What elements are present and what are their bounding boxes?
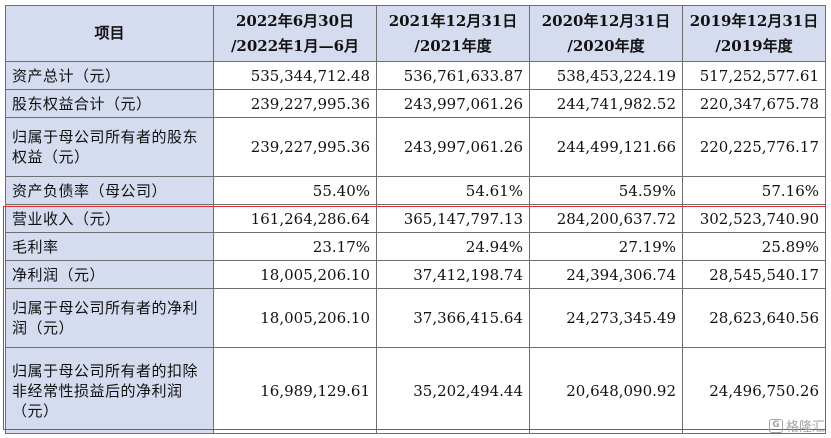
table-row-parent-net-profit: 归属于母公司所有者的净利润（元） 18,005,206.10 37,366,41… — [5, 288, 826, 348]
cell-value: 18,005,206.10 — [213, 288, 377, 348]
cell-value: 23.17% — [213, 232, 377, 261]
cell-value: 220,347,675.78 — [682, 89, 826, 118]
cell-value: 239,227,995.36 — [213, 117, 377, 177]
table-row-total-assets: 资产总计（元） 535,344,712.48 536,761,633.87 53… — [5, 61, 826, 90]
cell-value: 220,225,776.17 — [682, 117, 826, 177]
cell-value: 37,366,415.64 — [376, 288, 530, 348]
cell-value: 536,761,633.87 — [376, 61, 530, 90]
cell-value: 16,989,129.61 — [213, 347, 377, 434]
cell-value: 243,997,061.26 — [376, 117, 530, 177]
cell-value: 18,005,206.10 — [213, 260, 377, 289]
header-2020: 2020年12月31日 /2020年度 — [529, 5, 683, 62]
cell-value: 35,202,494.44 — [376, 347, 530, 434]
table-row-total-equity: 股东权益合计（元） 239,227,995.36 243,997,061.26 … — [5, 89, 826, 118]
cell-value: 27.19% — [529, 232, 683, 261]
cell-value: 517,252,577.61 — [682, 61, 826, 90]
cell-value: 243,997,061.26 — [376, 89, 530, 118]
row-label: 归属于母公司所有者的股东权益（元） — [5, 117, 214, 177]
table-row-net-profit: 净利润（元） 18,005,206.10 37,412,198.74 24,39… — [5, 260, 826, 289]
row-label: 营业收入（元） — [5, 204, 214, 233]
table-row-adjusted-net-profit: 归属于母公司所有者的扣除非经常性损益后的净利润（元） 16,989,129.61… — [5, 347, 826, 434]
header-2022h1: 2022年6月30日 /2022年1月—6月 — [213, 5, 377, 62]
watermark: G 格隆汇 — [768, 416, 825, 435]
cell-value: 54.59% — [529, 176, 683, 205]
cell-value: 25.89% — [682, 232, 826, 261]
cell-value: 28,623,640.56 — [682, 288, 826, 348]
cell-value: 535,344,712.48 — [213, 61, 377, 90]
header-2019: 2019年12月31日 /2019年度 — [682, 5, 826, 62]
cell-value: 244,741,982.52 — [529, 89, 683, 118]
row-label: 毛利率 — [5, 232, 214, 261]
cell-value: 538,453,224.19 — [529, 61, 683, 90]
cell-value: 24,273,345.49 — [529, 288, 683, 348]
table-header-row: 项目 2022年6月30日 /2022年1月—6月 2021年12月31日 /2… — [5, 5, 826, 62]
cell-value: 28,545,540.17 — [682, 260, 826, 289]
cell-value: 24,496,750.26 — [682, 347, 826, 434]
cell-value: 24.94% — [376, 232, 530, 261]
cell-value: 55.40% — [213, 176, 377, 205]
cell-value: 57.16% — [682, 176, 826, 205]
cell-value: 302,523,740.90 — [682, 204, 826, 233]
gelonghui-logo-icon: G — [768, 418, 783, 433]
watermark-text: 格隆汇 — [785, 420, 825, 435]
table-row-gross-margin: 毛利率 23.17% 24.94% 27.19% 25.89% — [5, 232, 826, 261]
row-label: 资产负债率（母公司） — [5, 176, 214, 205]
table-row-revenue: 营业收入（元） 161,264,286.64 365,147,797.13 28… — [5, 204, 826, 233]
cell-value: 284,200,637.72 — [529, 204, 683, 233]
cell-value: 20,648,090.92 — [529, 347, 683, 434]
table-row-parent-equity: 归属于母公司所有者的股东权益（元） 239,227,995.36 243,997… — [5, 117, 826, 177]
cell-value: 24,394,306.74 — [529, 260, 683, 289]
header-2021: 2021年12月31日 /2021年度 — [376, 5, 530, 62]
cell-value: 365,147,797.13 — [376, 204, 530, 233]
table-row-debt-ratio: 资产负债率（母公司） 55.40% 54.61% 54.59% 57.16% — [5, 176, 826, 205]
cell-value: 37,412,198.74 — [376, 260, 530, 289]
financial-summary-table: 项目 2022年6月30日 /2022年1月—6月 2021年12月31日 /2… — [5, 5, 826, 434]
row-label: 股东权益合计（元） — [5, 89, 214, 118]
header-item: 项目 — [5, 5, 214, 62]
row-label: 资产总计（元） — [5, 61, 214, 90]
row-label: 归属于母公司所有者的扣除非经常性损益后的净利润（元） — [5, 347, 214, 434]
cell-value: 161,264,286.64 — [213, 204, 377, 233]
cell-value: 54.61% — [376, 176, 530, 205]
cell-value: 239,227,995.36 — [213, 89, 377, 118]
row-label: 净利润（元） — [5, 260, 214, 289]
cell-value: 244,499,121.66 — [529, 117, 683, 177]
row-label: 归属于母公司所有者的净利润（元） — [5, 288, 214, 348]
